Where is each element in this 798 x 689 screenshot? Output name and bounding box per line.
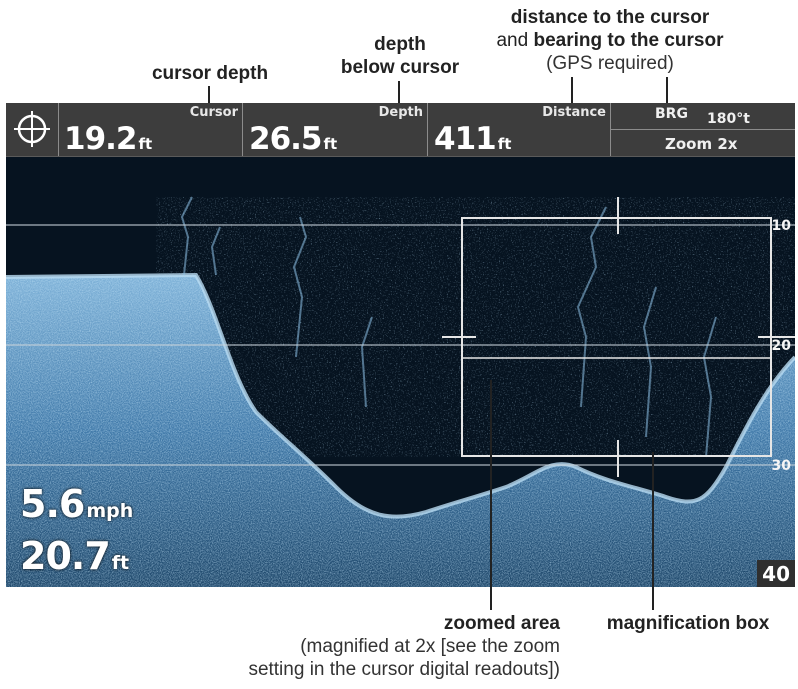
depth-tick-20: 20 [771,338,791,354]
distance-value: 411 [434,121,497,157]
depth-tick-40: 40 [757,560,795,587]
leader-depth [398,81,400,108]
distance-unit: ft [497,135,512,153]
depth-tick-10: 10 [771,218,791,234]
digital-depth-value: 20.7 [20,534,111,578]
digital-depth-unit: ft [111,552,130,574]
bearing-readout: BRG 180°t [611,103,795,130]
depth-label: Depth [378,105,423,120]
depth-unit: ft [323,135,338,153]
speed-readout: 5.6 mph [20,482,133,526]
leader-magnification-box [652,452,654,610]
cursor-label: Cursor [189,105,238,120]
callout-magnification-box: magnification box [606,613,770,634]
leader-bearing [666,77,668,108]
leader-distance [571,77,573,108]
sonar-view: 10 20 30 40 5.6 mph 20.7 ft [6,157,795,587]
crosshair-target-icon [14,111,50,147]
bearing-label: BRG [655,106,688,122]
sonar-image [6,157,795,587]
depth-value: 26.5 [249,121,322,157]
callout-distance-bearing: distance to the cursor and bearing to th… [496,7,724,74]
leader-cursor-depth [208,86,210,108]
cursor-icon-segment [6,103,59,156]
depth-tick-30: 30 [771,458,791,474]
sonar-screen: Cursor 19.2 ft Depth 26.5 ft Distance 411 f… [6,103,795,587]
cursor-value: 19.2 [64,121,137,157]
callout-zoomed-area: zoomed area (magnified at 2x [see the zo… [248,613,560,680]
speed-unit: mph [86,500,134,522]
callout-depth-below-cursor: depth below cursor [340,34,460,78]
leader-zoomed-area [490,380,492,610]
callout-cursor-depth: cursor depth [151,63,269,84]
bearing-value: 180°t [707,111,750,127]
cursor-unit: ft [138,135,153,153]
zoom-readout: Zoom 2x [665,135,738,153]
bearing-zoom-readout: BRG 180°t Zoom 2x [611,103,795,156]
digital-depth-readout: 20.7 ft [20,534,129,578]
cursor-readout: Cursor 19.2 ft [58,103,243,157]
speed-value: 5.6 [20,482,85,526]
depth-readout: Depth 26.5 ft [243,103,428,157]
digital-readout-bar: Cursor 19.2 ft Depth 26.5 ft Distance 411 f… [6,103,795,157]
distance-label: Distance [542,105,606,120]
distance-readout: Distance 411 ft [428,103,611,157]
